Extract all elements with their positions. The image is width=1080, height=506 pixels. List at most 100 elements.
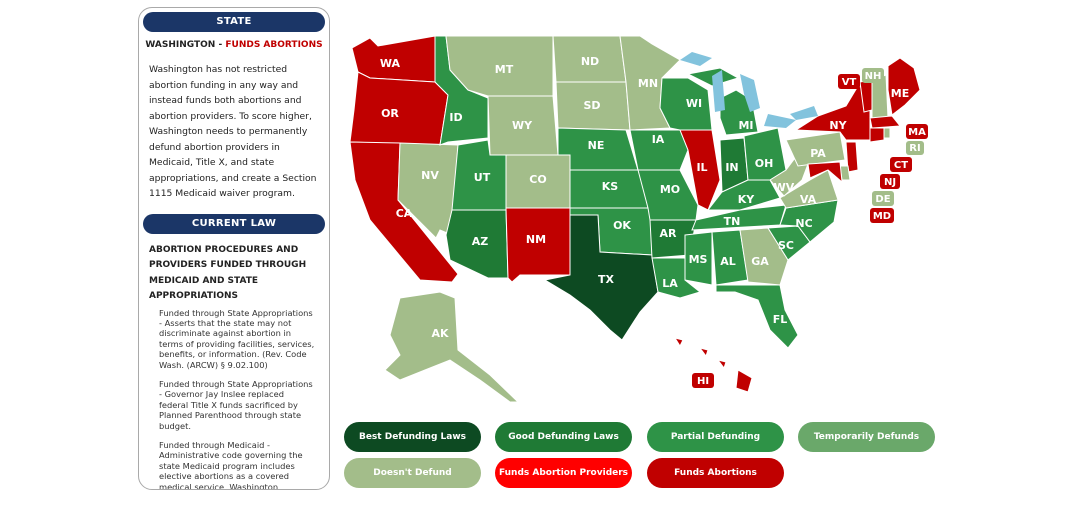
box-label: HI xyxy=(697,376,709,387)
box-NH[interactable]: NH xyxy=(862,68,884,83)
state-label: MT xyxy=(495,63,514,76)
box-label: VT xyxy=(842,77,857,88)
lake-michigan xyxy=(712,70,725,112)
legend-temporarily-defunds[interactable]: Temporarily Defunds xyxy=(798,422,935,452)
us-map: WA OR CA NV ID MT WY UT AZ CO NM ND SD N… xyxy=(340,30,952,403)
state-label: OR xyxy=(381,107,399,120)
state-label: KY xyxy=(738,193,756,206)
state-title-separator: - xyxy=(215,40,226,50)
box-VT[interactable]: VT xyxy=(838,74,860,89)
box-NJ[interactable]: NJ xyxy=(880,174,900,189)
state-TX[interactable] xyxy=(543,214,659,341)
state-OH[interactable] xyxy=(743,127,787,181)
state-label: NE xyxy=(588,139,605,152)
box-label: MA xyxy=(908,127,926,138)
state-GA[interactable] xyxy=(739,227,789,286)
state-label: AR xyxy=(660,227,678,240)
state-label: MN xyxy=(638,77,658,90)
law-item: Funded through Medicaid - Administrative… xyxy=(159,439,303,490)
state-label: ND xyxy=(581,55,599,68)
state-label: WA xyxy=(380,57,401,70)
state-label: NY xyxy=(829,119,847,132)
state-MD[interactable] xyxy=(807,161,843,184)
state-label: FL xyxy=(773,313,788,326)
state-label: IL xyxy=(696,161,707,174)
state-label: IA xyxy=(652,133,665,146)
state-label: NM xyxy=(526,233,546,246)
box-CT[interactable]: CT xyxy=(890,157,912,172)
state-HI[interactable] xyxy=(673,337,753,393)
legend-good-defunding[interactable]: Good Defunding Laws xyxy=(495,422,632,452)
state-label: WI xyxy=(686,97,702,110)
state-label: LA xyxy=(662,277,678,290)
state-label: WY xyxy=(512,119,533,132)
us-map-svg: WA OR CA NV ID MT WY UT AZ CO NM ND SD N… xyxy=(349,35,928,403)
box-label: CT xyxy=(894,160,908,171)
law-title: ABORTION PROCEDURES AND PROVIDERS FUNDED… xyxy=(149,244,307,302)
state-label: MO xyxy=(660,183,680,196)
state-label: CO xyxy=(529,173,546,186)
state-description: Washington has not restricted abortion f… xyxy=(149,64,317,199)
lake-huron xyxy=(740,74,760,112)
state-label: UT xyxy=(474,171,491,184)
box-label: DE xyxy=(875,194,890,205)
box-label: RI xyxy=(909,143,920,154)
state-RI[interactable] xyxy=(883,127,891,139)
state-label: AK xyxy=(431,327,449,340)
legend-funds-abortions[interactable]: Funds Abortions xyxy=(647,458,784,488)
state-label: SD xyxy=(583,99,600,112)
state-VA[interactable] xyxy=(779,169,839,209)
state-label: MS xyxy=(689,253,708,266)
state-label: TN xyxy=(724,215,741,228)
state-label: VA xyxy=(800,193,817,206)
legend-doesnt-defund[interactable]: Doesn't Defund xyxy=(344,458,481,488)
small-state-boxes: VT NH MA RI CT NJ DE MD HI xyxy=(692,68,928,388)
state-label: AZ xyxy=(472,235,489,248)
box-HI[interactable]: HI xyxy=(692,373,714,388)
legend-best-defunding[interactable]: Best Defunding Laws xyxy=(344,422,481,452)
legend-partial-defunding[interactable]: Partial Defunding xyxy=(647,422,784,452)
law-item: Funded through State Appropriations - As… xyxy=(159,307,315,370)
state-MA[interactable] xyxy=(869,115,901,129)
state-label: PA xyxy=(810,147,826,160)
state-label: OH xyxy=(755,157,774,170)
state-NJ[interactable] xyxy=(845,141,859,173)
state-label: NV xyxy=(421,169,439,182)
lake-erie xyxy=(764,114,796,128)
box-MA[interactable]: MA xyxy=(906,124,928,139)
state-label: OK xyxy=(613,219,631,232)
box-MD[interactable]: MD xyxy=(870,208,894,223)
state-name: WASHINGTON xyxy=(145,40,216,50)
state-FL[interactable] xyxy=(715,284,799,349)
box-DE[interactable]: DE xyxy=(872,191,894,206)
legend-funds-abortion-providers[interactable]: Funds Abortion Providers xyxy=(495,458,632,488)
state-ME[interactable] xyxy=(887,57,921,116)
state-label: AL xyxy=(720,255,736,268)
state-CT[interactable] xyxy=(869,127,885,143)
state-label: TX xyxy=(598,273,615,286)
state-info-panel: STATE WASHINGTON - FUNDS ABORTIONS Washi… xyxy=(138,7,330,490)
state-label: GA xyxy=(751,255,769,268)
state-label: MI xyxy=(738,119,753,132)
lake-ontario xyxy=(790,106,818,120)
state-label: NC xyxy=(795,217,812,230)
state-label: WV xyxy=(774,181,795,194)
state-MS[interactable] xyxy=(684,231,713,286)
current-law-header: CURRENT LAW xyxy=(143,213,325,234)
lake-superior xyxy=(680,52,712,66)
box-RI[interactable]: RI xyxy=(906,141,924,155)
state-label: KS xyxy=(602,180,619,193)
box-label: NH xyxy=(865,71,882,82)
law-item: Funded through State Appropriations - Go… xyxy=(159,378,313,431)
state-OR[interactable] xyxy=(349,71,449,146)
state-label: ID xyxy=(449,111,462,124)
state-status: FUNDS ABORTIONS xyxy=(225,40,323,50)
state-header: STATE xyxy=(143,12,325,32)
great-lakes xyxy=(680,52,818,128)
state-IA[interactable] xyxy=(629,129,689,171)
state-PA[interactable] xyxy=(785,131,846,167)
state-label: SC xyxy=(778,239,794,252)
state-label: CA xyxy=(396,207,413,220)
state-label: IN xyxy=(725,161,738,174)
state-AK[interactable] xyxy=(384,291,520,403)
